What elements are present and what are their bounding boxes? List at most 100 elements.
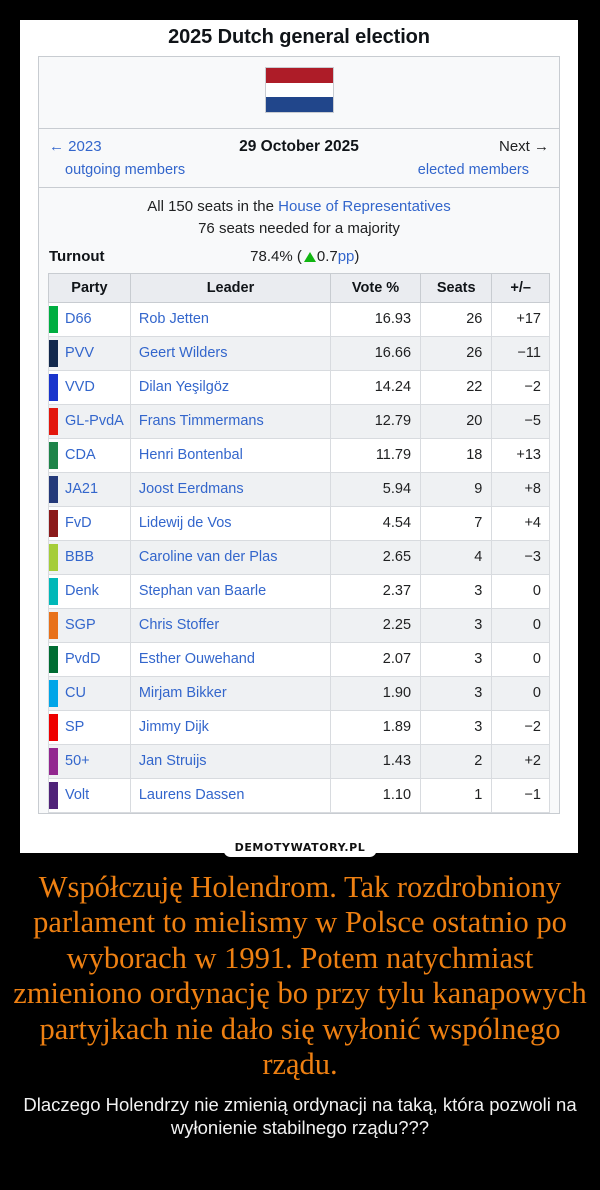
leader-cell: Rob Jetten: [129, 301, 332, 337]
leader-link[interactable]: Rob Jetten: [138, 311, 209, 327]
leader-link[interactable]: Frans Timmermans: [138, 413, 264, 429]
party-color-swatch: [48, 403, 58, 439]
party-link[interactable]: D66: [65, 311, 92, 327]
leader-link[interactable]: Mirjam Bikker: [138, 685, 227, 701]
leader-cell: Dilan Yeşilgöz: [129, 369, 332, 405]
party-name-cell: CDA: [58, 437, 131, 473]
party-name-cell: Denk: [58, 573, 131, 609]
leader-link[interactable]: Henri Bontenbal: [138, 447, 243, 463]
party-name-cell: D66: [58, 301, 131, 337]
table-row: Denk Stephan van Baarle 2.37 3 0: [48, 573, 550, 609]
turnout-percent: 78.4%: [250, 247, 293, 265]
party-color-swatch: [48, 471, 58, 507]
seats-cell: 2: [420, 743, 493, 779]
header-seat-change: +/–: [491, 272, 550, 303]
party-link[interactable]: FvD: [65, 515, 92, 531]
caption-subtext: Dlaczego Holendrzy nie zmienią ordynacji…: [23, 1094, 577, 1139]
leader-cell: Frans Timmermans: [129, 403, 332, 439]
party-link[interactable]: JA21: [65, 481, 99, 497]
leader-link[interactable]: Joost Eerdmans: [138, 481, 244, 497]
header-vote-percent: Vote %: [330, 272, 422, 303]
outgoing-members-link[interactable]: outgoing members: [65, 162, 186, 178]
party-color-swatch: [48, 743, 58, 779]
house-of-representatives-link[interactable]: House of Representatives: [278, 198, 451, 215]
vote-percent-cell: 1.89: [330, 709, 422, 745]
pp-unit-link[interactable]: pp: [337, 247, 355, 265]
leader-link[interactable]: Jan Struijs: [138, 753, 207, 769]
table-row: PvdD Esther Ouwehand 2.07 3 0: [48, 641, 550, 677]
party-name-cell: PvdD: [58, 641, 131, 677]
screenshot-panel: 2025 Dutch general election ← 2023 29 Oc…: [20, 20, 578, 857]
party-link[interactable]: SGP: [65, 617, 96, 633]
party-link[interactable]: BBB: [65, 549, 95, 565]
party-link[interactable]: PVV: [65, 345, 95, 361]
leader-link[interactable]: Geert Wilders: [138, 345, 228, 361]
table-row: SP Jimmy Dijk 1.89 3 −2: [48, 709, 550, 745]
table-row: FvD Lidewij de Vos 4.54 7 +4: [48, 505, 550, 541]
party-link[interactable]: 50+: [65, 753, 90, 769]
leader-cell: Esther Ouwehand: [129, 641, 332, 677]
leader-link[interactable]: Dilan Yeşilgöz: [138, 379, 230, 395]
party-color-icon: [49, 305, 58, 333]
party-name-cell: SGP: [58, 607, 131, 643]
vote-percent-cell: 12.79: [330, 403, 422, 439]
seat-change-cell: −11: [491, 335, 550, 371]
leader-link[interactable]: Stephan van Baarle: [138, 583, 267, 599]
seat-change-cell: 0: [491, 607, 550, 643]
leader-cell: Caroline van der Plas: [129, 539, 332, 575]
vote-percent-cell: 16.93: [330, 301, 422, 337]
party-color-swatch: [48, 369, 58, 405]
party-link[interactable]: Volt: [65, 787, 90, 803]
vote-percent-cell: 16.66: [330, 335, 422, 371]
seat-change-cell: 0: [491, 675, 550, 711]
election-infobox: ← 2023 29 October 2025 Next → outgoing m…: [38, 56, 560, 814]
elected-members-link[interactable]: elected members: [417, 162, 529, 178]
leader-link[interactable]: Chris Stoffer: [138, 617, 220, 633]
seat-change-cell: −3: [491, 539, 550, 575]
table-row: CDA Henri Bontenbal 11.79 18 +13: [48, 437, 550, 473]
party-name-cell: JA21: [58, 471, 131, 507]
turnout-row: Turnout 78.4% (0.7pp): [39, 242, 559, 273]
party-color-icon: [49, 713, 58, 741]
party-link[interactable]: GL-PvdA: [65, 413, 124, 429]
party-name-cell: SP: [58, 709, 131, 745]
party-color-swatch: [48, 777, 58, 813]
seat-change-cell: −1: [491, 777, 550, 813]
leader-link[interactable]: Lidewij de Vos: [138, 515, 232, 531]
election-nav-row: ← 2023 29 October 2025 Next →: [39, 129, 559, 158]
previous-election-link[interactable]: ← 2023: [49, 138, 102, 155]
table-header-row: Party Leader Vote % Seats +/–: [48, 272, 550, 303]
leader-link[interactable]: Jimmy Dijk: [138, 719, 209, 735]
next-election-link[interactable]: Next →: [498, 138, 549, 155]
seats-cell: 20: [420, 403, 493, 439]
seats-cell: 7: [420, 505, 493, 541]
leader-link[interactable]: Caroline van der Plas: [138, 549, 278, 565]
party-link[interactable]: VVD: [65, 379, 95, 395]
seats-cell: 3: [420, 573, 493, 609]
watermark: DEMOTYWATORY.PL: [223, 840, 377, 857]
party-color-icon: [49, 611, 58, 639]
seat-change-cell: +13: [491, 437, 550, 473]
party-color-icon: [49, 407, 58, 435]
turnout-value-group: 78.4% (0.7pp): [105, 248, 551, 265]
leader-cell: Lidewij de Vos: [129, 505, 332, 541]
leader-link[interactable]: Esther Ouwehand: [138, 651, 255, 667]
party-color-icon: [49, 747, 58, 775]
vote-percent-cell: 2.07: [330, 641, 422, 677]
seat-change-cell: +2: [491, 743, 550, 779]
party-color-icon: [49, 679, 58, 707]
party-color-swatch: [48, 573, 58, 609]
party-link[interactable]: SP: [65, 719, 85, 735]
party-link[interactable]: Denk: [65, 583, 99, 599]
party-link[interactable]: CDA: [65, 447, 96, 463]
party-link[interactable]: CU: [65, 685, 86, 701]
party-link[interactable]: PvdD: [65, 651, 101, 667]
vote-percent-cell: 1.10: [330, 777, 422, 813]
turnout-label: Turnout: [49, 247, 105, 265]
turnout-change: 0.7: [316, 247, 338, 265]
table-row: 50+ Jan Struijs 1.43 2 +2: [48, 743, 550, 779]
seats-cell: 9: [420, 471, 493, 507]
seat-change-cell: −2: [491, 709, 550, 745]
leader-link[interactable]: Laurens Dassen: [138, 787, 245, 803]
party-color-swatch: [48, 301, 58, 337]
